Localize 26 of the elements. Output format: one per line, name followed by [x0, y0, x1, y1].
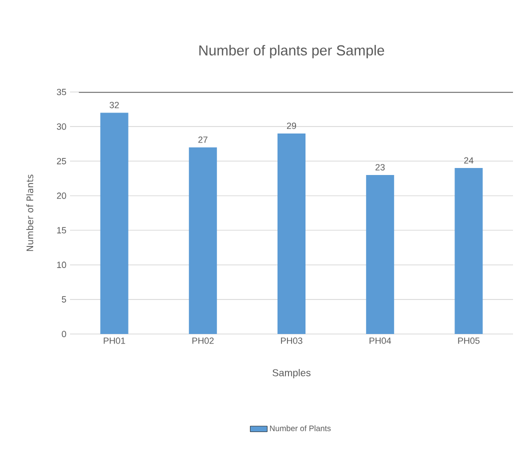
- y-tick-label: 25: [56, 158, 66, 164]
- y-axis-title: Number of Plants: [26, 174, 34, 251]
- y-tick-label: 30: [56, 123, 66, 130]
- x-tick-label: PH03: [281, 338, 302, 344]
- x-axis-title: Samples: [272, 368, 311, 378]
- y-tick-label: 10: [57, 262, 66, 268]
- x-tick-label: PH04: [370, 338, 392, 344]
- bar: [454, 168, 483, 334]
- y-tick-label: 15: [57, 227, 66, 234]
- x-tick-label: PH01: [104, 338, 126, 344]
- data-label: 23: [376, 164, 385, 170]
- bar: [188, 147, 217, 334]
- x-tick-label: PH05: [458, 338, 480, 344]
- x-tick-label: PH02: [192, 338, 214, 344]
- y-tick-label: 0: [62, 330, 66, 338]
- bar: [100, 112, 128, 334]
- y-tick-label: 20: [56, 192, 66, 199]
- data-label: 24: [464, 157, 474, 164]
- y-tick-label: 5: [62, 296, 66, 303]
- bar: [366, 174, 394, 334]
- y-tick-label: 35: [56, 88, 66, 96]
- bar: [278, 133, 306, 334]
- data-label: 32: [110, 102, 119, 108]
- data-label: 29: [286, 122, 296, 129]
- chart-title: Number of plants per Sample: [199, 44, 384, 58]
- data-label: 27: [198, 136, 208, 143]
